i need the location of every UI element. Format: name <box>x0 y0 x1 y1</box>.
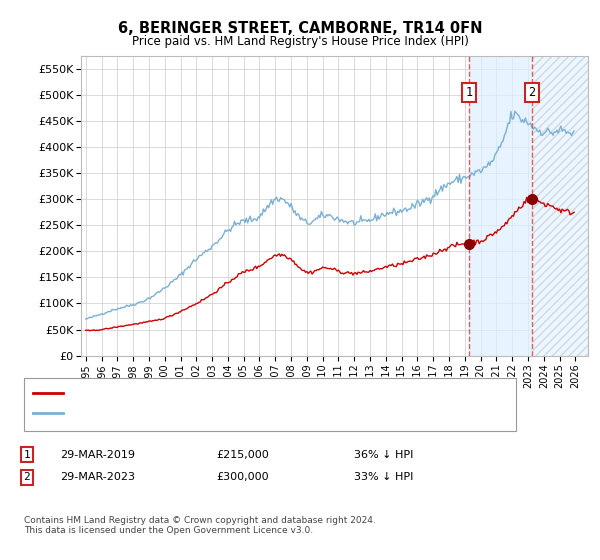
Text: 1: 1 <box>465 86 472 99</box>
Text: £215,000: £215,000 <box>216 450 269 460</box>
Text: 1: 1 <box>23 450 31 460</box>
Text: 33% ↓ HPI: 33% ↓ HPI <box>354 472 413 482</box>
Text: 6, BERINGER STREET, CAMBORNE, TR14 0FN: 6, BERINGER STREET, CAMBORNE, TR14 0FN <box>118 21 482 36</box>
Text: £300,000: £300,000 <box>216 472 269 482</box>
Text: 6, BERINGER STREET, CAMBORNE, TR14 0FN (detached house): 6, BERINGER STREET, CAMBORNE, TR14 0FN (… <box>69 388 396 398</box>
Text: 2: 2 <box>23 472 31 482</box>
Text: 2: 2 <box>529 86 535 99</box>
Text: 29-MAR-2023: 29-MAR-2023 <box>60 472 135 482</box>
Text: 36% ↓ HPI: 36% ↓ HPI <box>354 450 413 460</box>
Text: 29-MAR-2019: 29-MAR-2019 <box>60 450 135 460</box>
Bar <box>469 56 532 356</box>
Text: Price paid vs. HM Land Registry's House Price Index (HPI): Price paid vs. HM Land Registry's House … <box>131 35 469 48</box>
Bar <box>532 56 588 356</box>
Text: HPI: Average price, detached house, Cornwall: HPI: Average price, detached house, Corn… <box>69 408 307 418</box>
Bar <box>532 43 588 356</box>
Text: Contains HM Land Registry data © Crown copyright and database right 2024.
This d: Contains HM Land Registry data © Crown c… <box>24 516 376 535</box>
